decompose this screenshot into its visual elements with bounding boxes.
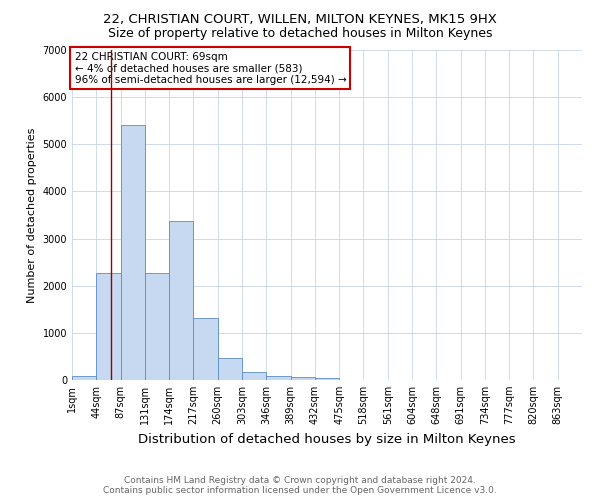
Text: Contains HM Land Registry data © Crown copyright and database right 2024.
Contai: Contains HM Land Registry data © Crown c… [103,476,497,495]
Bar [145,272,169,380]
Text: Size of property relative to detached houses in Milton Keynes: Size of property relative to detached ho… [108,28,492,40]
Bar [266,376,290,380]
Bar [315,378,339,380]
Bar [121,126,145,380]
Text: 22 CHRISTIAN COURT: 69sqm
← 4% of detached houses are smaller (583)
96% of semi-: 22 CHRISTIAN COURT: 69sqm ← 4% of detach… [74,52,346,85]
Bar [96,272,121,380]
X-axis label: Distribution of detached houses by size in Milton Keynes: Distribution of detached houses by size … [138,432,516,446]
Bar [218,358,242,380]
Bar [242,372,266,380]
Bar [169,220,193,380]
Text: 22, CHRISTIAN COURT, WILLEN, MILTON KEYNES, MK15 9HX: 22, CHRISTIAN COURT, WILLEN, MILTON KEYN… [103,12,497,26]
Bar [290,378,315,380]
Y-axis label: Number of detached properties: Number of detached properties [27,128,37,302]
Bar [72,376,96,380]
Bar [193,318,218,380]
